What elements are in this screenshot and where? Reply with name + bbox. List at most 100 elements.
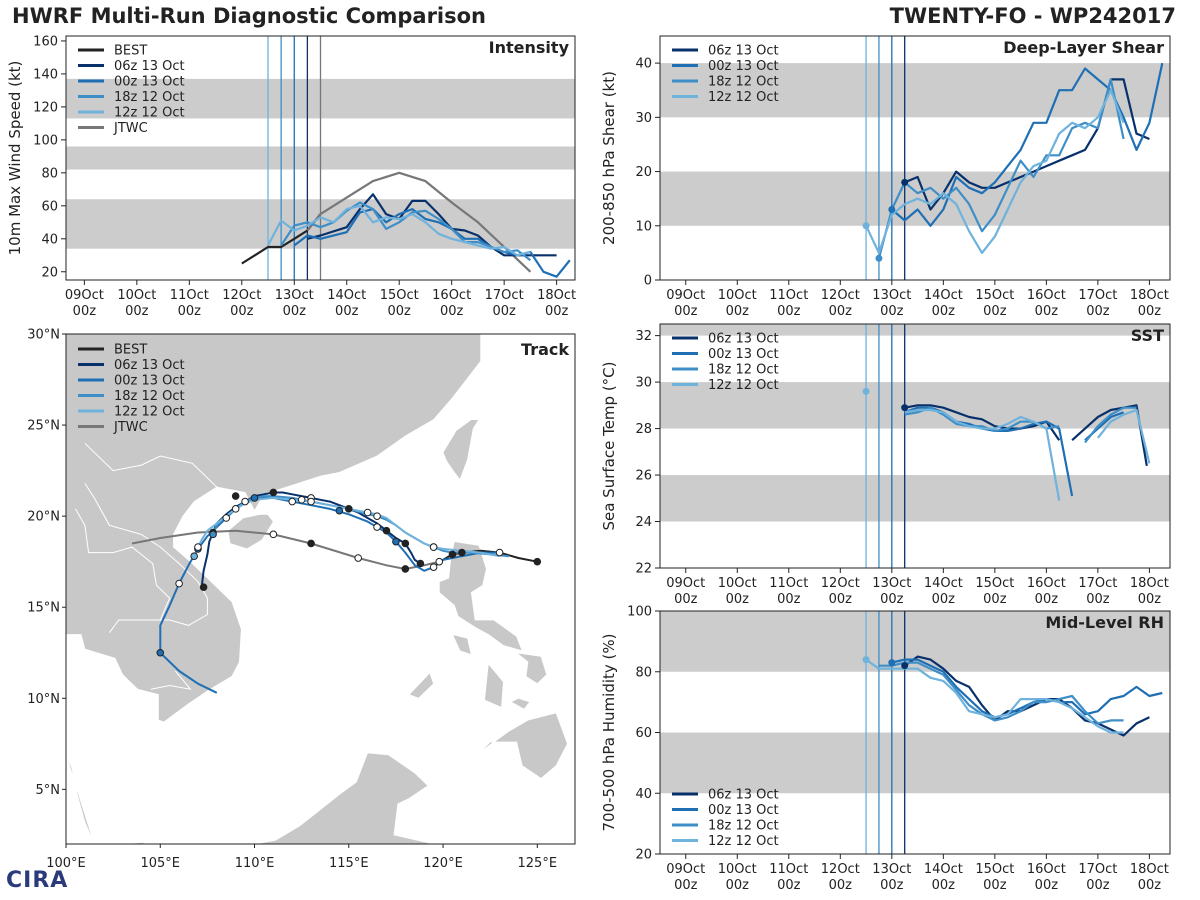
- lat-tick-label: 25°N: [27, 419, 60, 434]
- track-point: [344, 505, 353, 513]
- y-tick-label: 28: [635, 422, 652, 437]
- plot-frame: [65, 35, 576, 281]
- plot-frame: [659, 323, 1171, 569]
- x-tick-label: 15Oct: [975, 576, 1014, 591]
- x-tick-label: 17Oct: [1078, 576, 1117, 591]
- legend-label: 06z 13 Oct: [114, 358, 185, 373]
- x-tick-label: 14Oct: [924, 288, 963, 303]
- x-tick-sublabel: 00z: [1138, 878, 1162, 893]
- series-line: [865, 658, 1124, 734]
- track-point: [354, 554, 363, 562]
- legend-label: 06z 13 Oct: [708, 44, 779, 59]
- lat-tick-label: 30°N: [27, 328, 60, 343]
- x-tick-label: 10Oct: [718, 288, 757, 303]
- x-tick-label: 09Oct: [666, 288, 705, 303]
- track-point: [241, 497, 249, 506]
- x-tick-sublabel: 00z: [388, 304, 412, 319]
- lon-tick-label: 120°E: [423, 856, 463, 871]
- x-tick-label: 17Oct: [1078, 288, 1117, 303]
- y-tick-label: 20: [41, 265, 58, 280]
- y-tick-label: 0: [644, 274, 652, 289]
- legend-label: 18z 12 Oct: [708, 363, 779, 378]
- x-tick-sublabel: 00z: [932, 304, 956, 319]
- x-tick-sublabel: 00z: [674, 304, 698, 319]
- start-marker: [862, 656, 870, 664]
- x-tick-label: 09Oct: [65, 288, 104, 303]
- legend-label: 06z 13 Oct: [708, 332, 779, 347]
- x-tick-label: 11Oct: [170, 288, 209, 303]
- x-tick-label: 09Oct: [666, 576, 705, 591]
- x-tick-label: 13Oct: [275, 288, 314, 303]
- series-line: [878, 661, 1124, 725]
- legend-label: BEST: [114, 44, 147, 59]
- legend-label: 18z 12 Oct: [114, 90, 185, 105]
- x-tick-label: 14Oct: [924, 862, 963, 877]
- track-point: [429, 563, 438, 571]
- land-area: [442, 419, 480, 481]
- legend-label: JTWC: [113, 121, 148, 136]
- y-tick-label: 40: [635, 57, 652, 72]
- x-tick-label: 18Oct: [1130, 862, 1169, 877]
- y-tick-label: 100: [627, 605, 652, 620]
- x-tick-label: 15Oct: [380, 288, 419, 303]
- x-tick-sublabel: 00z: [230, 304, 254, 319]
- x-tick-label: 11Oct: [769, 576, 808, 591]
- panel-title: Intensity: [489, 38, 570, 57]
- track-point: [199, 583, 208, 591]
- land-area: [515, 652, 548, 685]
- x-tick-sublabel: 00z: [983, 592, 1007, 607]
- start-marker: [888, 206, 896, 214]
- series-line: [904, 404, 1148, 466]
- track-point: [448, 550, 457, 559]
- rh-panel: 2040608010009Oct00z10Oct00z11Oct00z12Oct…: [600, 605, 1171, 893]
- x-tick-sublabel: 00z: [1138, 304, 1162, 319]
- y-axis-label: 200-850 hPa Shear (kt): [600, 71, 618, 245]
- start-marker: [875, 254, 883, 262]
- x-tick-sublabel: 00z: [726, 592, 750, 607]
- track-point: [269, 530, 278, 539]
- land-area: [484, 662, 504, 708]
- shaded-band: [660, 324, 1170, 336]
- track-point: [222, 514, 231, 522]
- x-tick-sublabel: 00z: [829, 304, 853, 319]
- x-tick-sublabel: 00z: [726, 878, 750, 893]
- y-tick-label: 60: [41, 199, 58, 214]
- x-tick-sublabel: 00z: [829, 592, 853, 607]
- land-area: [478, 712, 568, 779]
- x-tick-sublabel: 00z: [880, 304, 904, 319]
- x-tick-sublabel: 00z: [125, 304, 149, 319]
- x-tick-label: 12Oct: [222, 288, 261, 303]
- track-point: [231, 492, 240, 500]
- y-tick-label: 20: [635, 848, 652, 863]
- track-point: [194, 543, 202, 551]
- y-tick-label: 160: [33, 34, 58, 49]
- x-tick-sublabel: 00z: [335, 304, 359, 319]
- start-marker: [862, 387, 870, 395]
- y-tick-label: 80: [635, 665, 652, 680]
- plot-frame: [659, 35, 1171, 281]
- y-tick-label: 24: [635, 515, 652, 530]
- country-border: [74, 508, 171, 621]
- legend-label: 12z 12 Oct: [708, 90, 779, 105]
- x-tick-label: 15Oct: [975, 862, 1014, 877]
- x-tick-label: 14Oct: [924, 576, 963, 591]
- series-line: [306, 171, 532, 273]
- lat-tick-label: 5°N: [36, 783, 61, 798]
- legend-label: JTWC: [113, 420, 148, 435]
- shaded-band: [660, 475, 1170, 522]
- x-tick-sublabel: 00z: [983, 304, 1007, 319]
- track-panel: 5°N 10°N 15°N 20°N 25°N 30°N 100°E 105°E 110°E 11…: [27, 328, 576, 871]
- y-tick-label: 30: [635, 111, 652, 126]
- start-marker: [862, 222, 870, 230]
- panel-title: Track: [521, 340, 569, 359]
- y-tick-label: 80: [41, 166, 58, 181]
- x-tick-sublabel: 00z: [1086, 592, 1110, 607]
- x-tick-label: 15Oct: [975, 288, 1014, 303]
- x-tick-label: 13Oct: [872, 862, 911, 877]
- legend-label: 00z 13 Oct: [708, 803, 779, 818]
- x-tick-label: 10Oct: [718, 862, 757, 877]
